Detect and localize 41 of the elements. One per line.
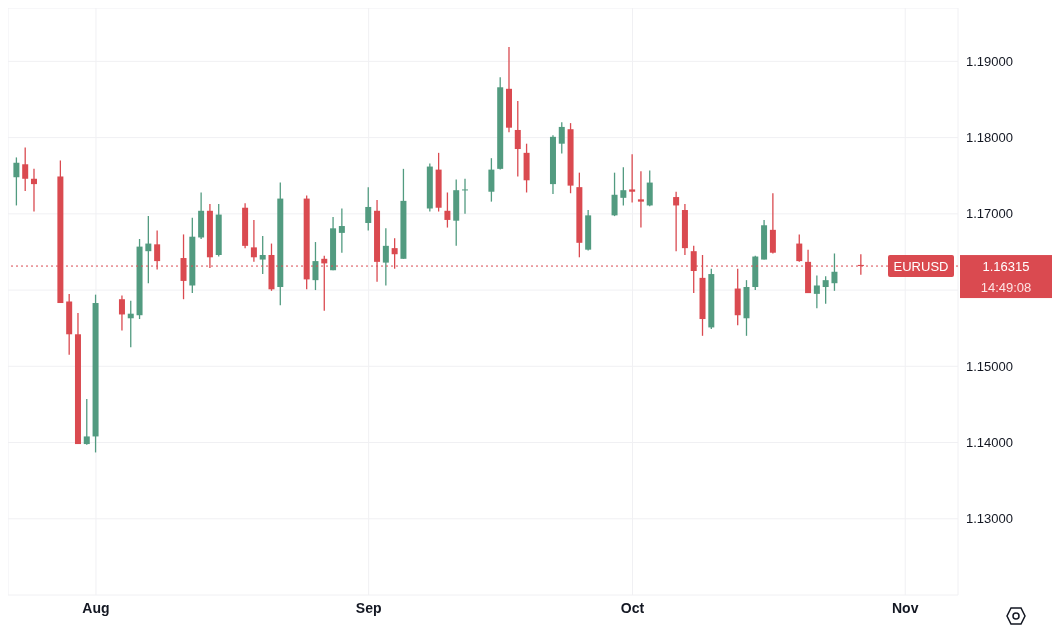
candlestick [13, 156, 20, 207]
candlestick [637, 170, 644, 229]
candlestick [30, 168, 37, 213]
candlestick [118, 294, 125, 332]
candlestick [813, 274, 820, 310]
candlestick [338, 207, 345, 254]
candlestick [382, 227, 389, 287]
candlestick [620, 166, 627, 207]
y-tick-label: 1.17000 [966, 206, 1013, 222]
candlestick [831, 252, 838, 292]
text: 14:49:08 [980, 280, 1032, 296]
candlestick [769, 192, 776, 255]
candlestick [259, 235, 266, 275]
candlestick [673, 191, 680, 252]
ref-line-label: EURUSD [893, 259, 949, 275]
x-tick-label: Aug [82, 599, 110, 616]
candlestick [250, 219, 257, 263]
candlestick [83, 398, 90, 446]
candlestick [22, 146, 29, 192]
candlestick [558, 121, 565, 155]
candlestick [462, 178, 469, 215]
y-tick-label: 1.14000 [966, 435, 1013, 451]
x-tick-label: Oct [620, 599, 645, 616]
candlestick [145, 215, 152, 284]
candlestick [365, 186, 372, 232]
candlestick [796, 233, 803, 263]
candlestick [312, 241, 319, 291]
candlestick [444, 191, 451, 229]
candlestick [629, 153, 636, 204]
x-tick-label: Sep [355, 599, 382, 616]
candlestick [488, 157, 495, 203]
candlestick [514, 100, 521, 178]
text: 1.16315 [982, 259, 1030, 275]
y-tick-label: 1.19000 [966, 53, 1013, 69]
y-tick-label: 1.15000 [966, 358, 1013, 374]
candlestick [646, 169, 653, 207]
x-tick-label: Nov [892, 599, 919, 616]
candlestick [611, 172, 618, 217]
y-tick-label: 1.18000 [966, 130, 1013, 146]
candlestick [822, 275, 829, 305]
y-tick-label: 1.13000 [966, 511, 1013, 527]
